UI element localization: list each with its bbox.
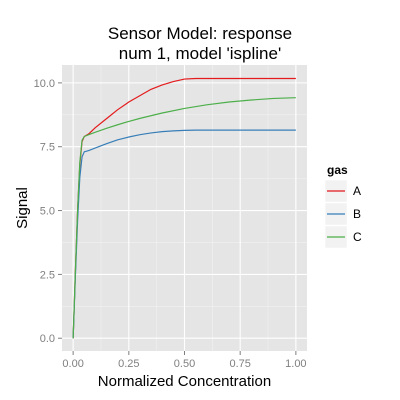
y-tick-label: 0.0 [40,333,55,345]
series-line-b [72,129,296,339]
x-tick-label: 0.50 [174,358,195,370]
series-line-c [72,97,296,339]
y-tick-label: 5.0 [40,206,55,218]
x-axis-title: Normalized Concentration [98,373,271,390]
series-lines [72,77,296,339]
legend-label-c: C [353,230,362,244]
y-tick-label: 7.5 [40,142,55,154]
chart-title-line-2: num 1, model 'ispline' [119,44,281,63]
x-tick-label: 1.00 [285,358,306,370]
y-tick-label: 2.5 [40,269,55,281]
y-axis-title: Signal [14,187,31,229]
legend-title: gas [327,163,348,177]
chart-title-line-1: Sensor Model: response [108,24,292,43]
x-tick-label: 0.00 [62,358,83,370]
y-axis-ticks: 0.0 2.5 5.0 7.5 10.0 [34,78,62,345]
legend-label-a: A [353,184,361,198]
major-gridlines [62,65,307,351]
y-tick-label: 10.0 [34,78,55,90]
x-tick-label: 0.25 [118,358,139,370]
x-tick-label: 0.75 [229,358,250,370]
legend-label-b: B [353,207,361,221]
x-axis-ticks: 0.00 0.25 0.50 0.75 1.00 [62,351,307,370]
legend: ABC [324,179,362,249]
